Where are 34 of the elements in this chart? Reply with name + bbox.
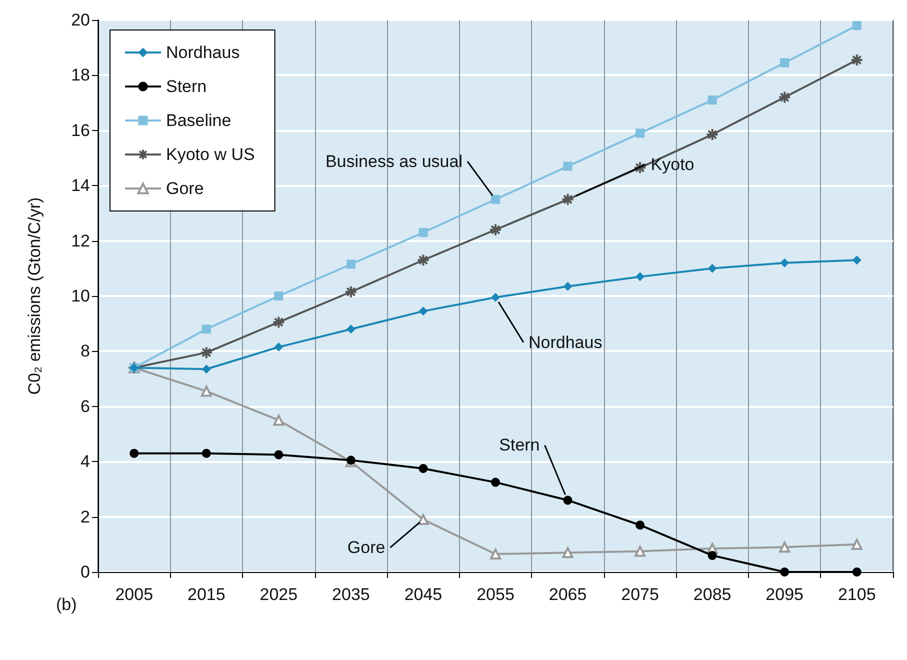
legend-label: Kyoto w US: [166, 145, 255, 164]
y-tick-label: 8: [80, 342, 90, 361]
legend-label: Stern: [166, 77, 207, 96]
x-tick-label: 2085: [693, 585, 732, 604]
y-axis-title: C0₂ emissions (Gton/C/yr): [25, 197, 44, 395]
x-tick-label: 2075: [621, 585, 659, 604]
x-tick-label: 2065: [548, 585, 587, 604]
annotation: Nordhaus: [528, 332, 602, 352]
y-tick-label: 12: [71, 231, 90, 250]
annotation: Stern: [499, 436, 540, 455]
x-tick-label: 2015: [187, 585, 226, 604]
x-tick-label: 2045: [404, 585, 442, 604]
x-tick-label: 2005: [115, 585, 154, 604]
x-tick-label: 2055: [476, 585, 514, 604]
legend-label: Baseline: [166, 111, 232, 130]
x-tick-label: 2095: [766, 585, 804, 604]
y-tick-label: 14: [71, 176, 90, 196]
legend-label: Gore: [166, 179, 204, 198]
annotation: Business as usual: [325, 152, 462, 171]
x-tick-label: 2105: [838, 585, 876, 604]
y-tick-label: 20: [71, 10, 90, 30]
annotation: Kyoto: [650, 154, 694, 174]
y-tick-label: 2: [80, 507, 90, 526]
y-tick-label: 4: [80, 452, 90, 472]
y-tick-label: 0: [80, 562, 90, 582]
text: (b): [56, 595, 77, 614]
y-tick-label: 16: [71, 120, 90, 140]
legend-label: Nordhaus: [166, 43, 240, 62]
annotation: Gore: [347, 538, 386, 558]
x-tick-label: 2025: [260, 585, 298, 604]
y-tick-label: 10: [71, 286, 90, 306]
x-tick-label: 2035: [332, 585, 370, 604]
y-tick-label: 18: [71, 66, 90, 85]
y-tick-label: 6: [80, 396, 90, 416]
